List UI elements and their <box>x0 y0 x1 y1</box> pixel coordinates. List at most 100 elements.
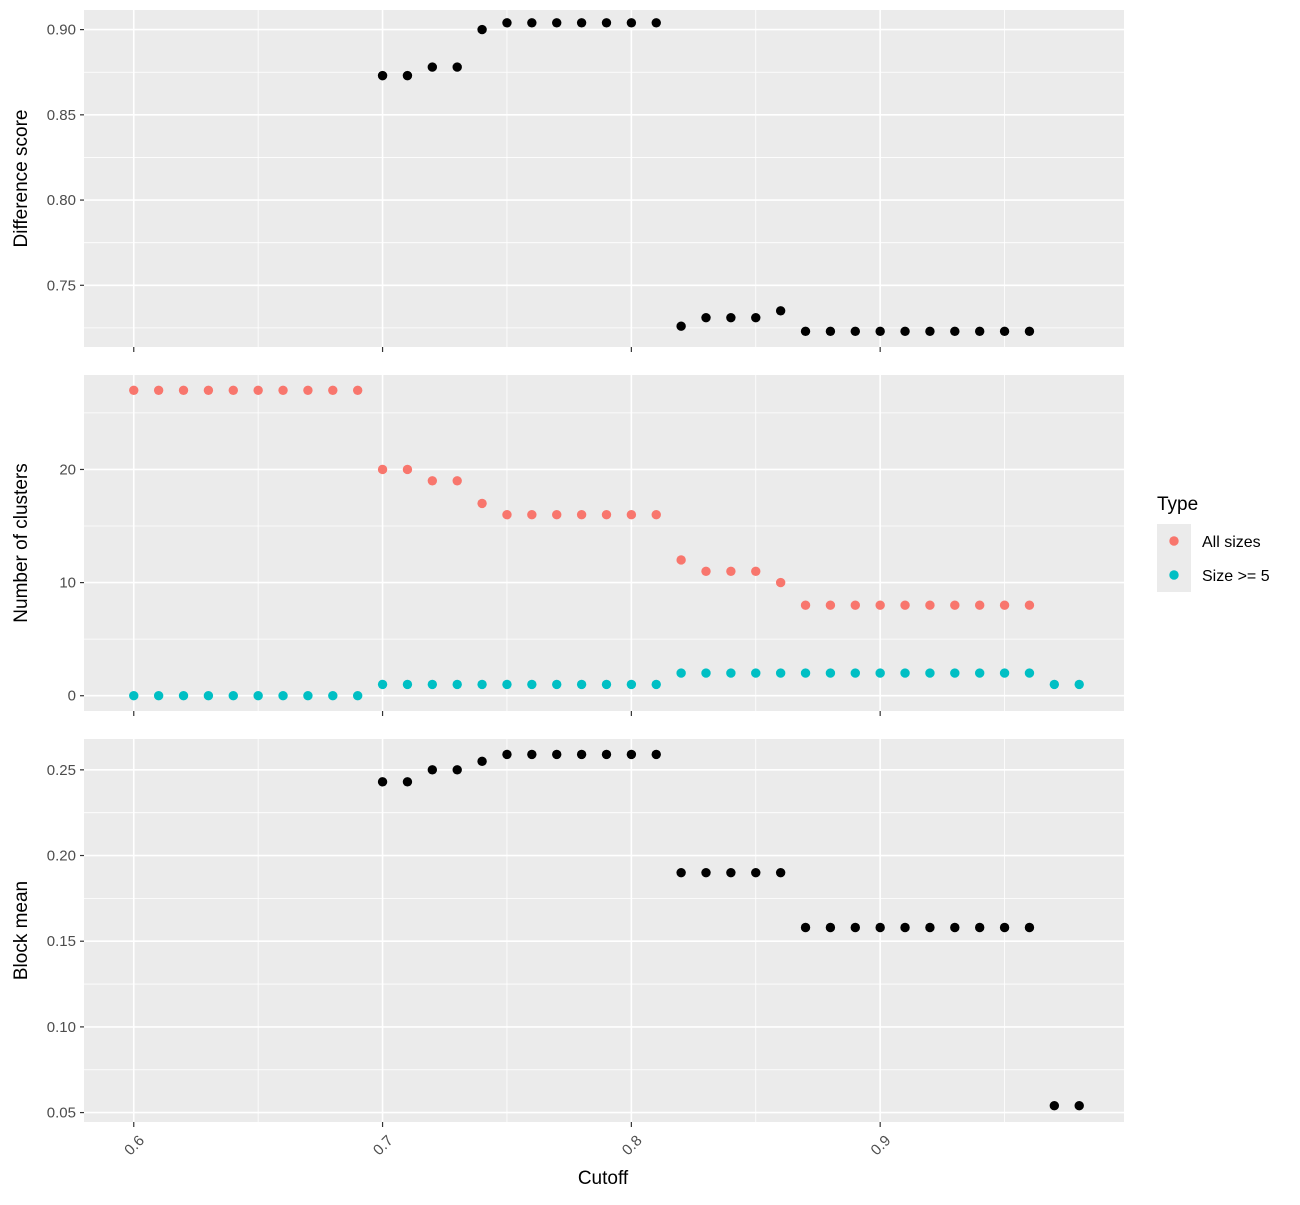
legend-marker-all-sizes <box>1169 536 1179 546</box>
data-point <box>999 600 1010 610</box>
data-point <box>626 510 637 520</box>
data-point <box>477 498 487 509</box>
data-point <box>925 668 935 678</box>
data-point <box>751 668 761 678</box>
data-point <box>377 70 388 81</box>
y-tick-label: 0.80 <box>47 192 76 209</box>
data-point <box>502 679 512 690</box>
data-point <box>950 326 960 337</box>
data-point <box>626 679 637 690</box>
data-point <box>825 668 836 678</box>
data-point <box>825 326 836 337</box>
data-point <box>726 668 736 678</box>
data-point <box>974 326 985 337</box>
data-point <box>651 510 661 520</box>
data-point <box>875 668 885 678</box>
data-point <box>1074 1101 1084 1111</box>
data-point <box>527 749 537 760</box>
y-tick-label: 10 <box>59 575 76 592</box>
data-point <box>452 765 462 775</box>
data-point <box>726 566 736 576</box>
x-tick-label: 0.7 <box>370 1132 397 1159</box>
data-point <box>626 18 637 28</box>
legend-title: Type <box>1157 494 1198 515</box>
data-point <box>900 600 910 610</box>
data-point <box>427 679 438 690</box>
data-point <box>974 600 985 610</box>
data-point <box>328 385 338 395</box>
data-points <box>129 385 1084 701</box>
data-point <box>527 18 537 28</box>
data-point <box>203 691 214 701</box>
data-point <box>850 600 860 610</box>
data-point <box>800 922 811 933</box>
data-point <box>352 385 363 395</box>
data-point <box>129 385 139 395</box>
data-point <box>576 749 587 760</box>
y-tick-label: 0.90 <box>47 22 76 39</box>
data-point <box>377 777 388 787</box>
data-point <box>402 679 413 690</box>
data-point <box>203 385 214 395</box>
data-points <box>377 18 1035 337</box>
data-point <box>651 18 661 28</box>
data-point <box>900 668 910 678</box>
data-point <box>427 476 438 486</box>
panel-background <box>84 375 1124 711</box>
data-point <box>552 749 562 760</box>
data-point <box>402 464 413 475</box>
data-point <box>751 867 761 878</box>
data-point <box>1024 326 1035 337</box>
y-tick-label: 0.85 <box>47 107 76 124</box>
data-point <box>950 600 960 610</box>
data-point <box>1074 679 1084 690</box>
panel-background <box>84 739 1124 1122</box>
y-tick-label: 20 <box>59 461 76 478</box>
data-point <box>427 62 438 72</box>
data-point <box>601 510 612 520</box>
legend-label-all-sizes: All sizes <box>1202 534 1261 551</box>
legend-label-size-5: Size >= 5 <box>1202 568 1270 585</box>
data-point <box>402 70 413 81</box>
axis-ticks: 0 10 20 <box>59 461 881 716</box>
data-point <box>626 749 637 760</box>
data-point <box>129 691 139 701</box>
data-point <box>601 18 612 28</box>
data-point <box>850 668 860 678</box>
data-point <box>999 668 1010 678</box>
y-tick-label: 0.10 <box>47 1019 76 1036</box>
data-point <box>178 385 189 395</box>
data-point <box>228 385 238 395</box>
data-point <box>925 600 935 610</box>
data-point <box>576 510 587 520</box>
data-point <box>950 922 960 933</box>
data-point <box>477 756 487 766</box>
data-point <box>1049 679 1060 690</box>
data-point <box>850 326 860 337</box>
data-point <box>601 749 612 760</box>
data-point <box>527 510 537 520</box>
data-point <box>751 566 761 576</box>
data-point <box>1024 668 1035 678</box>
data-point <box>1049 1101 1060 1111</box>
data-point <box>477 24 487 35</box>
gridlines <box>84 739 1124 1122</box>
data-point <box>651 679 661 690</box>
y-tick-label: 0.20 <box>47 848 76 865</box>
y-tick-label: 0.75 <box>47 277 76 294</box>
data-point <box>726 867 736 878</box>
data-point <box>751 312 761 323</box>
data-point <box>1024 922 1035 933</box>
x-tick-label: 0.6 <box>121 1132 148 1159</box>
data-point <box>502 510 512 520</box>
panel-difference-score: 0.75 0.80 0.85 0.90 Difference score <box>11 10 1124 352</box>
data-point <box>800 600 811 610</box>
data-point <box>502 18 512 28</box>
data-point <box>253 691 263 701</box>
data-point <box>377 464 388 475</box>
data-point <box>676 867 686 878</box>
data-point <box>701 668 711 678</box>
panel-background <box>84 10 1124 347</box>
data-point <box>1024 600 1035 610</box>
data-point <box>576 18 587 28</box>
